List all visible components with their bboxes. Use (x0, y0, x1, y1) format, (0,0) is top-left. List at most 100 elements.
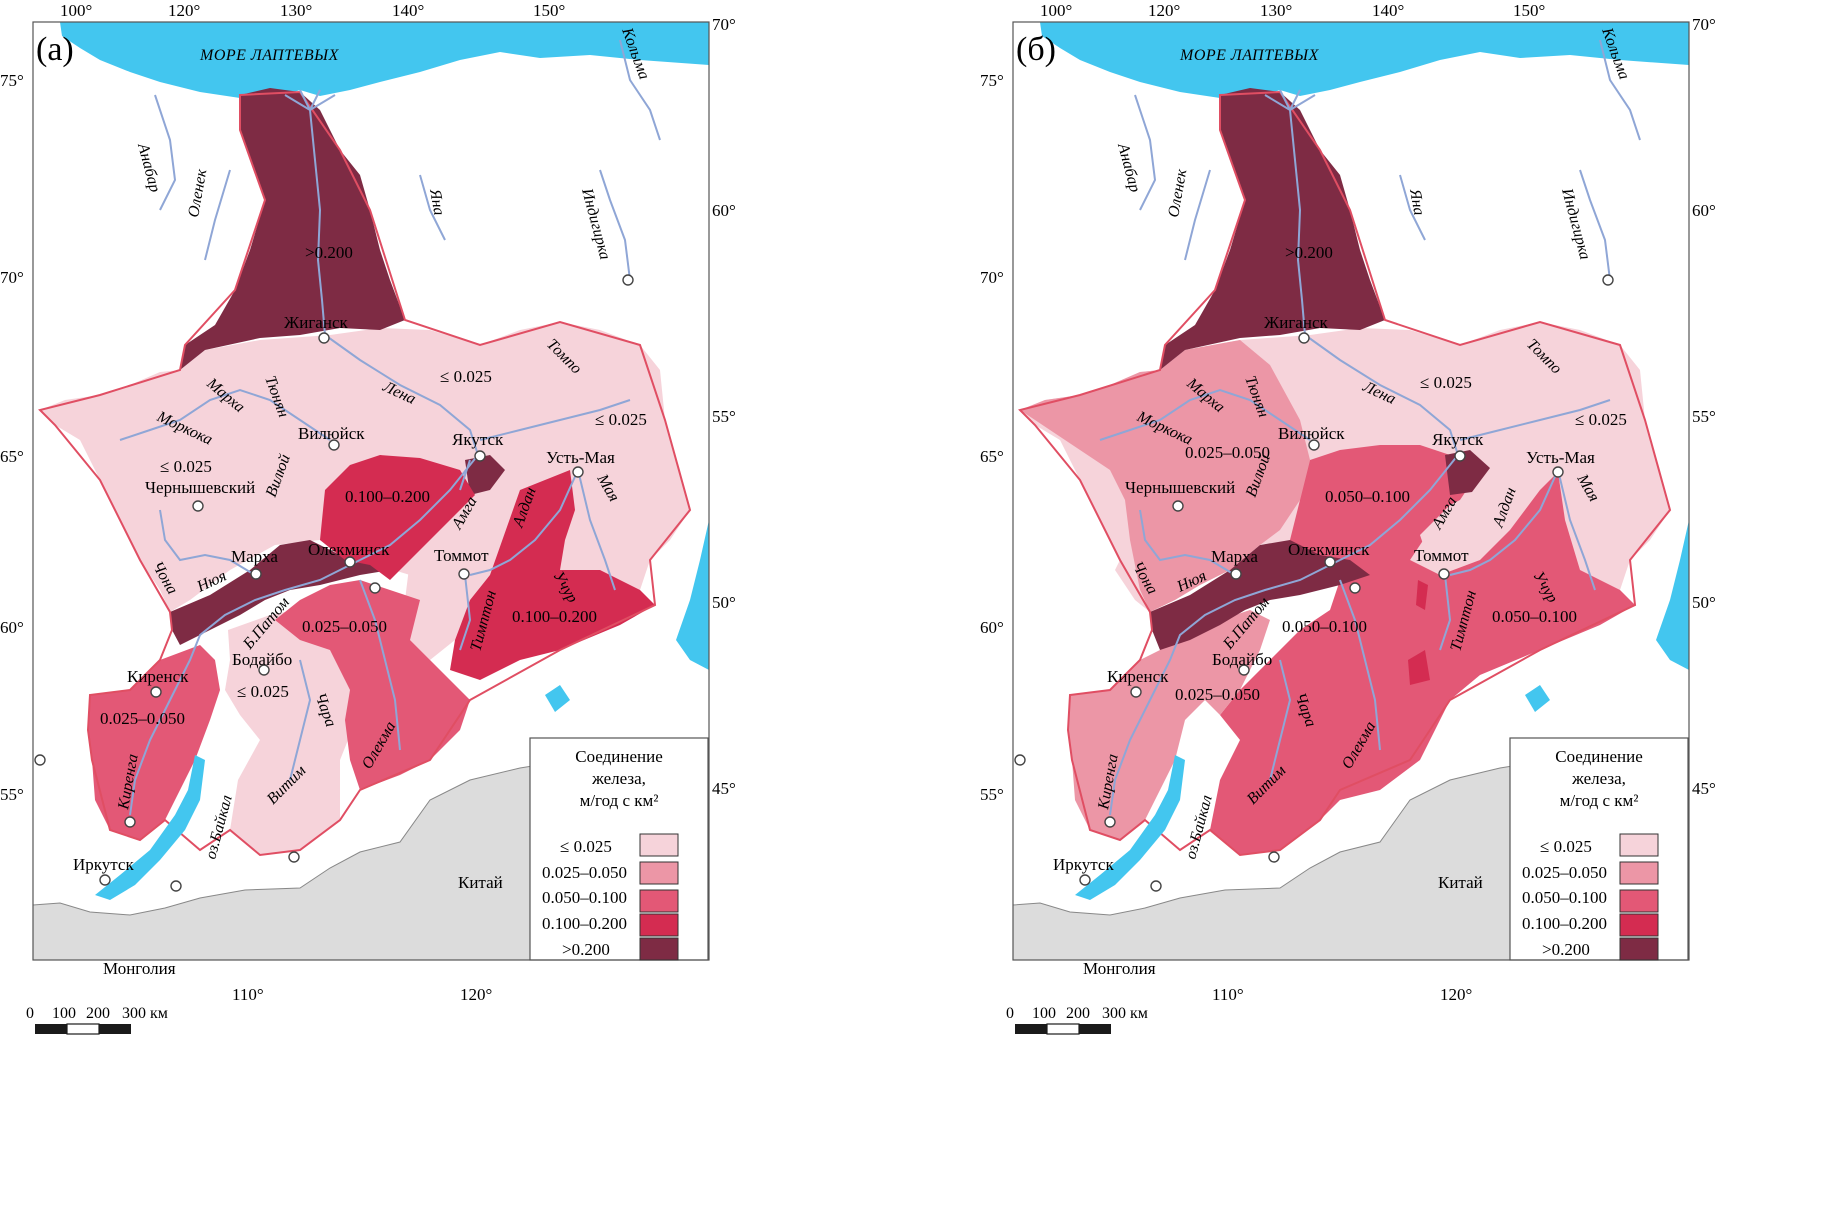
city-label: Бодайбо (232, 650, 292, 669)
panel-label: (б) (1016, 31, 1056, 68)
zone-dark-middle-lena (1150, 540, 1370, 650)
lat-label-right: 50° (1692, 593, 1716, 612)
sea-label: МОРЕ ЛАПТЕВЫХ (199, 47, 340, 64)
lat-label-right: 70° (1692, 15, 1716, 34)
legend-class: 0.100–0.200 (542, 914, 627, 933)
lon-label-bottom: 110° (232, 985, 264, 1004)
lat-label-right: 60° (1692, 201, 1716, 220)
zone-red-aldan-olekma (1210, 445, 1635, 855)
legend-class: 0.050–0.100 (542, 888, 627, 907)
map-panel-a: (а) МОРЕ ЛАПТЕВЫХ 100° 120° 130° 140° 15… (0, 1, 736, 1035)
lake-baikal (95, 755, 205, 900)
scale-tick: 200 (1066, 1005, 1090, 1022)
city-label: Олекминск (1288, 540, 1370, 559)
lon-label: 100° (60, 1, 92, 20)
legend-title-line: Соединение (1555, 747, 1643, 766)
okhotsk-sea (1525, 685, 1550, 712)
zone-dark-timpton (1416, 580, 1428, 610)
zone-label: 0.100–0.200 (345, 487, 430, 506)
lon-label: 120° (168, 1, 200, 20)
lon-label: 100° (1040, 1, 1072, 20)
lat-label: 65° (980, 447, 1004, 466)
zone-dark-lower-lena (1160, 88, 1385, 370)
scale-tick: 300 км (1102, 1005, 1148, 1022)
lon-label-bottom: 120° (1440, 985, 1472, 1004)
legend-class: 0.025–0.050 (542, 863, 627, 882)
map-frame-border (32, 21, 710, 961)
city-label: Иркутск (1053, 855, 1114, 874)
scale-bar (1015, 1023, 1111, 1035)
lat-label-right: 50° (712, 593, 736, 612)
scale-tick: 300 км (122, 1005, 168, 1022)
zone-label: ≤ 0.025 (595, 410, 647, 429)
lat-label-right: 60° (712, 201, 736, 220)
zone-dark-yakutsk (465, 455, 505, 495)
laptev-sea (1040, 22, 1689, 100)
zone-medium-olekma (275, 580, 470, 790)
city-label: Томмот (434, 546, 489, 565)
city-label: Жиганск (1264, 313, 1328, 332)
zone-red-aldan (450, 470, 655, 680)
lon-label: 120° (1148, 1, 1180, 20)
lat-label: 55° (0, 785, 24, 804)
zone-light-south (225, 605, 360, 855)
panel-label: (а) (36, 31, 74, 68)
zone-light-amga (1420, 490, 1495, 565)
country-label: Монголия (103, 959, 176, 978)
zone-label: 0.050–0.100 (1492, 607, 1577, 626)
zone-pink-vilyui (1020, 340, 1310, 612)
lat-label: 60° (0, 618, 24, 637)
legend-swatches (1619, 833, 1659, 961)
zone-dark-yakutsk (1445, 450, 1490, 495)
lon-label: 150° (1513, 1, 1545, 20)
lat-label-right: 45° (712, 779, 736, 798)
zone-label: 0.025–0.050 (1185, 443, 1270, 462)
country-label: Китай (1438, 873, 1483, 892)
lon-label: 150° (533, 1, 565, 20)
city-label: Вилюйск (298, 424, 365, 443)
lat-label: 75° (0, 71, 24, 90)
zone-label: >0.200 (1285, 243, 1333, 262)
legend-title-line: Соединение (575, 747, 663, 766)
zone-light-chona (1115, 560, 1150, 612)
legend-class: ≤ 0.025 (560, 837, 612, 856)
lat-label: 60° (980, 618, 1004, 637)
legend-class: >0.200 (1542, 940, 1590, 959)
lat-label: 70° (980, 268, 1004, 287)
river-network (119, 39, 661, 816)
scale-tick: 100 (1032, 1005, 1056, 1022)
city-markers (1014, 274, 1614, 892)
legend-title-line: железа, (1571, 769, 1626, 788)
zone-label: 0.025–0.050 (100, 709, 185, 728)
city-label: Чернышевский (1125, 478, 1235, 497)
lat-label-right: 70° (712, 15, 736, 34)
basin-outline (1018, 90, 1672, 857)
zone-label: >0.200 (305, 243, 353, 262)
city-label: Киренск (127, 667, 189, 686)
city-label: Усть-Мая (1526, 448, 1595, 467)
lat-label-right: 55° (712, 407, 736, 426)
city-label: Жиганск (284, 313, 348, 332)
scale-bar (35, 1023, 131, 1035)
zone-label: 0.025–0.050 (302, 617, 387, 636)
city-markers (34, 274, 634, 892)
legend-class: ≤ 0.025 (1540, 837, 1592, 856)
zone-light-amga (405, 505, 520, 660)
lat-label: 70° (0, 268, 24, 287)
zone-label: ≤ 0.025 (440, 367, 492, 386)
lat-label: 55° (980, 785, 1004, 804)
zone-medium-kirenga (88, 645, 220, 840)
city-label: Вилюйск (1278, 424, 1345, 443)
map-frame-border (1012, 21, 1690, 961)
scale-tick: 200 (86, 1005, 110, 1022)
zone-label: ≤ 0.025 (160, 457, 212, 476)
lena-delta (1264, 89, 1316, 111)
country-label: Китай (458, 873, 503, 892)
city-label: Марха (1211, 547, 1258, 566)
scale-tick: 100 (52, 1005, 76, 1022)
scale-tick: 0 (26, 1005, 34, 1022)
zone-pink-kirenga (1068, 610, 1270, 840)
legend-title-line: м/год с км² (1560, 791, 1639, 810)
lat-label-right: 45° (1692, 779, 1716, 798)
lon-label-bottom: 120° (460, 985, 492, 1004)
